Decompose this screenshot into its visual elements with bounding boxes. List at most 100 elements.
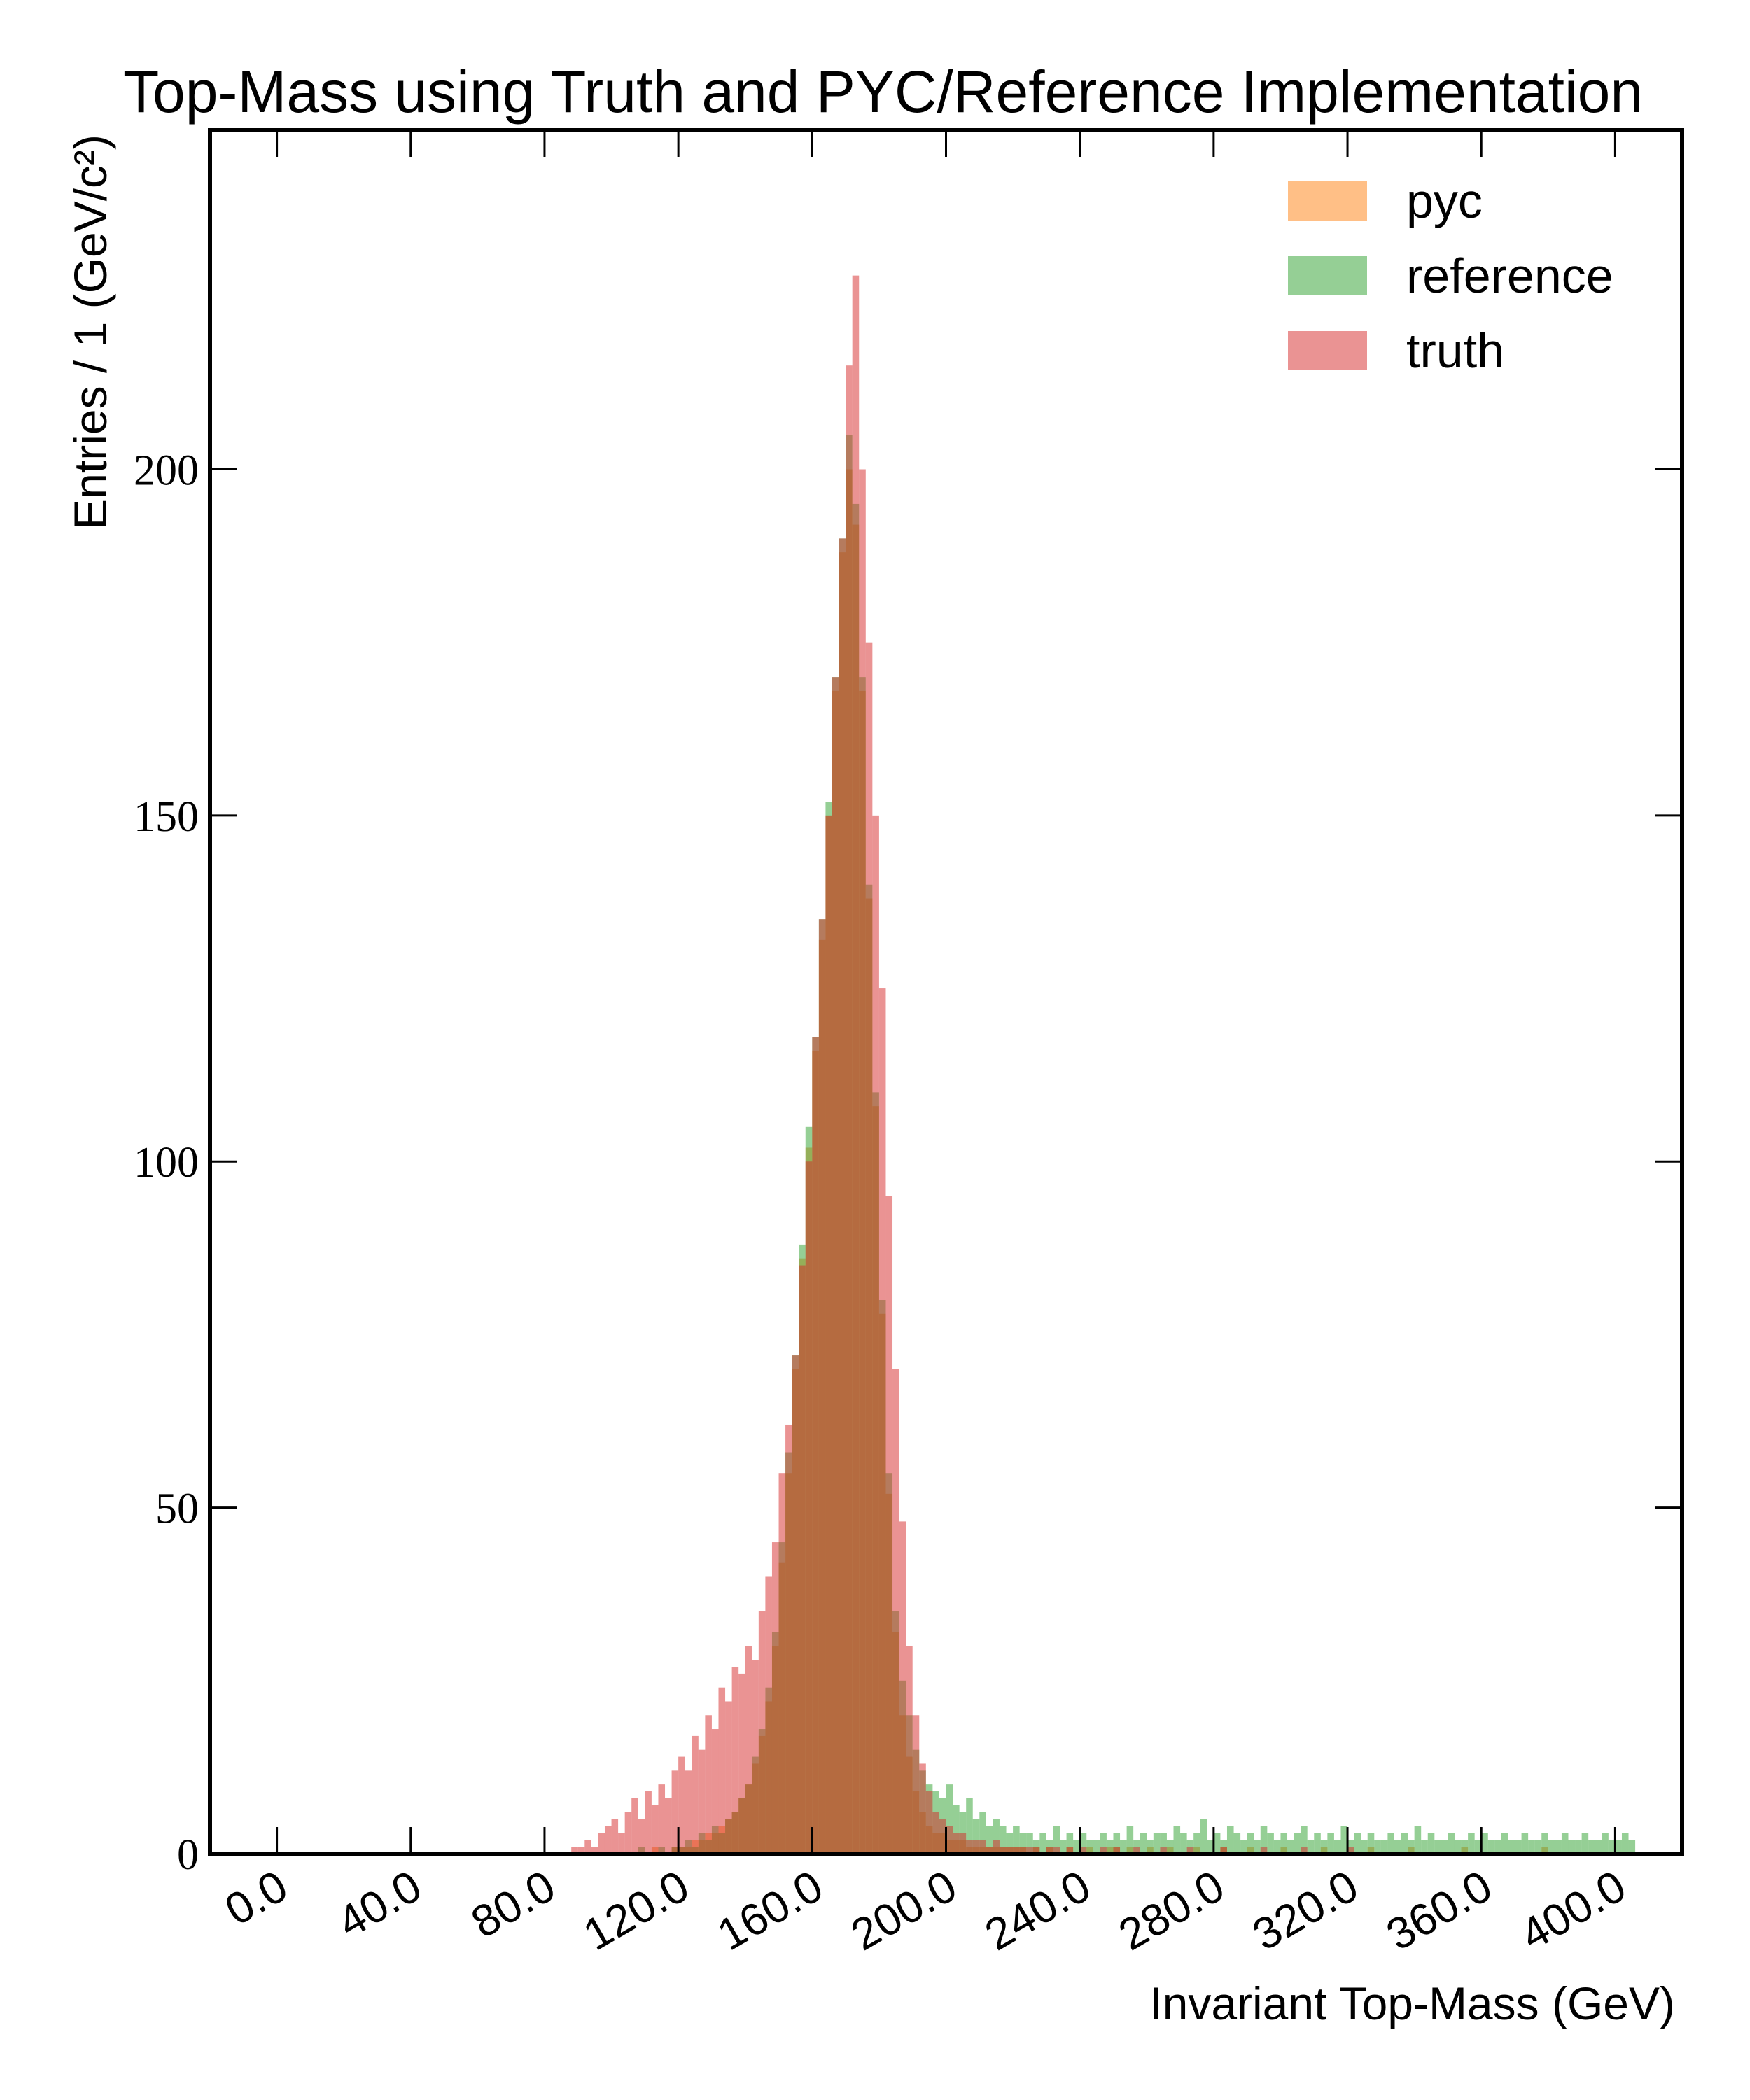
x-tick-label: 400.0 (1512, 1861, 1634, 1960)
histogram-bar (1307, 1840, 1315, 1854)
histogram-bar (892, 1368, 899, 1854)
histogram-bar (878, 988, 886, 1854)
histogram-bar (1100, 1847, 1107, 1854)
histogram-bar (799, 1265, 806, 1854)
histogram-bar (1534, 1840, 1542, 1854)
histogram-bar (1581, 1833, 1589, 1854)
histogram-bar (1354, 1833, 1362, 1854)
histogram-bar (631, 1798, 638, 1854)
histogram-bar (1086, 1840, 1093, 1854)
histogram-bar (859, 469, 866, 1854)
histogram-bar (1166, 1840, 1174, 1854)
histogram-bar (1434, 1840, 1441, 1854)
histogram-bar (1474, 1840, 1482, 1854)
histogram-bar (1160, 1833, 1167, 1854)
histogram-bar (1348, 1847, 1354, 1854)
histogram-bar (698, 1749, 706, 1854)
histogram-bar (571, 1847, 578, 1854)
histogram-bar (1301, 1847, 1308, 1854)
histogram-bar (1100, 1833, 1107, 1854)
histogram-bar (1173, 1826, 1181, 1854)
histogram-bar (645, 1791, 652, 1854)
histogram-bar (1120, 1840, 1127, 1854)
histogram-bar (1380, 1840, 1388, 1854)
histogram-bar (1621, 1833, 1629, 1854)
histogram-bar (1481, 1833, 1488, 1854)
histogram-bar (1501, 1833, 1508, 1854)
x-tick-label: 320.0 (1244, 1861, 1366, 1960)
histogram-bar (839, 538, 846, 1854)
histogram-bar (972, 1840, 980, 1854)
histogram-bar (953, 1805, 960, 1854)
histogram-bar (1233, 1833, 1241, 1854)
histogram-bar (1019, 1847, 1027, 1854)
histogram-bar (778, 1473, 786, 1854)
histogram-bar (932, 1812, 939, 1854)
histogram-bar (1414, 1826, 1422, 1854)
histogram-bar (1013, 1826, 1020, 1854)
x-axis-label: Invariant Top-Mass (GeV) (1149, 1977, 1675, 2029)
histogram-bar (1568, 1840, 1576, 1854)
histogram-bar (692, 1735, 699, 1854)
histogram-bar (1628, 1840, 1636, 1854)
histogram-bar (1046, 1840, 1054, 1854)
histogram-bar (1401, 1833, 1408, 1854)
histogram-bar (1032, 1847, 1040, 1854)
histogram-bar (906, 1646, 913, 1854)
histogram-bar (899, 1521, 906, 1854)
histogram-bar (1220, 1840, 1227, 1854)
histogram-bar (1113, 1833, 1121, 1854)
histogram-bar (1226, 1826, 1234, 1854)
histogram-bar (1327, 1833, 1334, 1854)
histogram-bar (611, 1819, 619, 1854)
histogram-bar (1608, 1840, 1616, 1854)
histogram-bar (1267, 1833, 1274, 1854)
bars (571, 275, 1636, 1854)
x-tick-label: 120.0 (575, 1861, 697, 1960)
histogram-bar (825, 815, 832, 1854)
histogram-bar (1213, 1833, 1221, 1854)
histogram-bar (1468, 1833, 1475, 1854)
histogram-bar (966, 1840, 973, 1854)
histogram-bar (1053, 1847, 1060, 1854)
histogram-bar (1006, 1833, 1014, 1854)
x-tick-label: 0.0 (217, 1861, 296, 1935)
y-tick-label: 150 (134, 793, 199, 841)
histogram-bar (771, 1542, 779, 1854)
histogram-bar (872, 815, 879, 1854)
histogram-bar (1194, 1833, 1200, 1854)
legend-swatch (1288, 331, 1367, 370)
histogram-bar (1301, 1826, 1308, 1854)
histogram-bar (1053, 1826, 1060, 1854)
histogram-bar (1186, 1847, 1194, 1854)
histogram-bar (925, 1791, 933, 1854)
histogram-bar (812, 1037, 819, 1854)
histogram-bar (1093, 1840, 1100, 1854)
histogram-bar (1348, 1840, 1354, 1854)
histogram-bar (738, 1673, 746, 1854)
histogram-bar (1113, 1847, 1121, 1854)
histogram-bar (999, 1826, 1007, 1854)
histogram-bar (752, 1660, 759, 1854)
histogram-bar (725, 1701, 732, 1854)
x-tick-label: 80.0 (463, 1861, 564, 1948)
histogram-bar (966, 1798, 973, 1854)
histogram-bar (1186, 1840, 1194, 1854)
histogram-bar (624, 1812, 632, 1854)
histogram-bar (711, 1729, 719, 1854)
histogram-bar (705, 1715, 712, 1854)
histogram-bar (1006, 1847, 1014, 1854)
histogram-bar (745, 1646, 752, 1854)
histogram-bar (846, 365, 853, 1854)
histogram-bar (805, 1161, 813, 1854)
histogram-bar (1521, 1833, 1529, 1854)
histogram-bar (1040, 1833, 1046, 1854)
histogram-bar (1240, 1840, 1247, 1854)
histogram-bar (1421, 1840, 1428, 1854)
histogram-bar (946, 1826, 953, 1854)
histogram-bar (1046, 1847, 1054, 1854)
histogram-bar (1427, 1833, 1435, 1854)
histogram-bar (1528, 1840, 1535, 1854)
histogram-bar (1508, 1840, 1516, 1854)
